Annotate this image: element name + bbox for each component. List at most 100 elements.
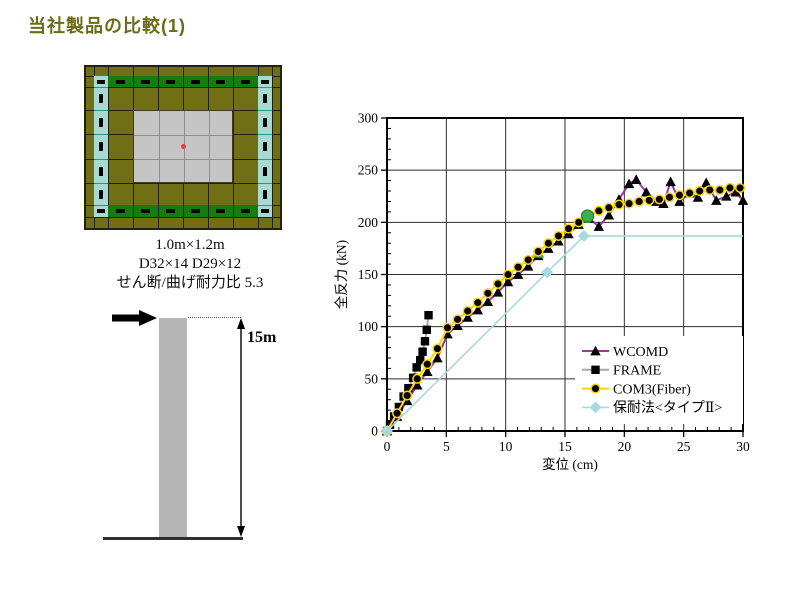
- chart-highlight-marker: [580, 209, 595, 223]
- hoop-strip: [108, 76, 258, 87]
- strip-divider: [133, 76, 134, 87]
- legend-label: FRAME: [613, 364, 661, 379]
- legend-label: 保耐法<タイプⅡ>: [613, 400, 722, 416]
- grid-line-v: [108, 67, 109, 228]
- y-axis-title: 全反力 (kN): [333, 240, 349, 309]
- strip-divider: [94, 87, 108, 88]
- legend-label: COM3(Fiber): [613, 382, 691, 397]
- rebar-mark: [99, 166, 103, 176]
- core-grid-v: [209, 111, 210, 182]
- strip-divider: [258, 134, 272, 135]
- grid-line-h: [86, 87, 280, 88]
- strip-divider: [94, 134, 108, 135]
- rebar-mark: [263, 94, 267, 103]
- strip-divider: [258, 110, 272, 111]
- column-height-label: 15m: [247, 329, 277, 346]
- plot-frame: [386, 117, 744, 432]
- core-grid-h: [134, 159, 232, 160]
- y-tick-label: 0: [371, 424, 378, 439]
- column-shaft: [159, 318, 187, 538]
- strip-divider: [258, 183, 272, 184]
- rebar-mark: [263, 142, 267, 151]
- rebar-mark: [99, 189, 103, 199]
- rebar-mark: [216, 79, 225, 84]
- strip-divider: [208, 205, 209, 217]
- strip-divider: [233, 205, 234, 217]
- x-tick-label: 0: [384, 439, 391, 454]
- rebar-mark: [141, 209, 150, 213]
- rebar-mark: [99, 117, 103, 127]
- x-tick-label: 15: [558, 439, 572, 454]
- strip-divider: [258, 159, 272, 160]
- rebar-mark: [141, 79, 150, 84]
- rebar-mark: [216, 209, 225, 213]
- strip-divider: [133, 205, 134, 217]
- x-tick-label: 20: [618, 439, 632, 454]
- caption-rebar: D32×14 D29×12: [138, 256, 242, 272]
- strip-divider: [183, 76, 184, 87]
- chart-legend: WCOMD FRAME COM3(Fiber) 保耐法<タイプⅡ>: [575, 336, 743, 424]
- y-tick-label: 100: [358, 319, 379, 334]
- y-tick-label: 300: [358, 111, 379, 126]
- rebar-mark: [191, 209, 200, 213]
- strip-divider: [208, 76, 209, 87]
- column-cross-section-figure: [84, 65, 282, 230]
- caption-capacity-ratio: せん断/曲げ耐力比 5.3: [116, 275, 264, 291]
- x-tick-label: 10: [499, 439, 513, 454]
- core-grid-v: [159, 111, 160, 182]
- x-tick-label: 30: [736, 439, 750, 454]
- grid-line-h: [86, 183, 280, 184]
- rebar-mark: [263, 166, 267, 176]
- strip-divider: [233, 76, 234, 87]
- strip-divider: [94, 110, 108, 111]
- strip-divider: [158, 76, 159, 87]
- tie-strip: [258, 76, 272, 217]
- rebar-mark: [261, 209, 269, 213]
- rebar-mark: [99, 142, 103, 151]
- strip-divider: [94, 159, 108, 160]
- chart-series-COM3(Fiber): [381, 182, 746, 437]
- strip-divider: [94, 205, 108, 206]
- y-tick-label: 200: [358, 215, 379, 230]
- rebar-mark: [97, 209, 105, 213]
- rebar-mark: [263, 117, 267, 127]
- x-tick-label: 5: [443, 439, 450, 454]
- chart-series-保耐法<タイプⅡ>: [381, 229, 743, 437]
- center-dot: [181, 144, 186, 149]
- tie-strip: [94, 76, 108, 217]
- rebar-mark: [261, 79, 269, 84]
- strip-divider: [94, 183, 108, 184]
- rebar-mark: [263, 189, 267, 199]
- load-arrow-icon: [112, 310, 157, 326]
- strip-divider: [183, 205, 184, 217]
- top-reference-dotted-line: [188, 317, 241, 318]
- rebar-mark: [241, 79, 250, 84]
- rebar-mark: [241, 209, 250, 213]
- cross-section-caption: 1.0m×1.2m D32×14 D29×12 せん断/曲げ耐力比 5.3: [84, 236, 296, 293]
- rebar-mark: [166, 79, 175, 84]
- strip-divider: [258, 205, 272, 206]
- grid-line-v: [272, 67, 273, 228]
- legend-label: WCOMD: [613, 345, 668, 360]
- strip-divider: [258, 87, 272, 88]
- x-axis-title: 変位 (cm): [542, 456, 598, 472]
- y-tick-label: 250: [358, 163, 379, 178]
- hoop-strip: [108, 205, 258, 217]
- ground-line: [103, 537, 243, 540]
- rebar-mark: [116, 79, 125, 84]
- rebar-mark: [191, 79, 200, 84]
- rebar-mark: [99, 94, 103, 103]
- x-tick-label: 25: [677, 439, 691, 454]
- rebar-mark: [166, 209, 175, 213]
- rebar-mark: [116, 209, 125, 213]
- grid-line-h: [86, 217, 280, 218]
- y-tick-label: 150: [358, 267, 379, 282]
- grid-line-v: [233, 67, 234, 228]
- caption-dimensions: 1.0m×1.2m: [155, 237, 225, 253]
- page-title: 当社製品の比較(1): [28, 16, 186, 36]
- strip-divider: [158, 205, 159, 217]
- rebar-mark: [97, 79, 105, 84]
- core-grid-h: [134, 135, 232, 136]
